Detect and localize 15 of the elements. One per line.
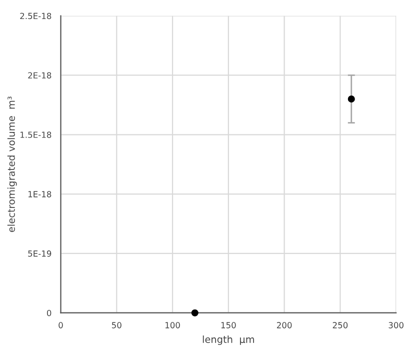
x-tick-label: 50 (112, 322, 122, 328)
x-tick-label: 0 (58, 322, 63, 328)
y-tick-label: 5E-19 (28, 250, 52, 257)
y-tick-label: 1.5E-18 (20, 132, 52, 138)
y-tick-label: 1E-18 (28, 191, 52, 198)
x-tick-label: 250 (332, 322, 348, 328)
x-tick-label: 300 (388, 322, 404, 328)
y-tick-label: 2E-18 (28, 72, 52, 79)
x-axis-title: length µm (202, 335, 254, 345)
x-tick-label: 100 (165, 322, 180, 328)
y-axis-title: electromigrated volume m³ (7, 96, 17, 232)
x-tick-label: 150 (221, 322, 236, 328)
y-tick-label: 2.5E-18 (20, 12, 52, 20)
x-tick-label: 200 (276, 322, 292, 328)
y-tick-label: 0 (46, 310, 52, 316)
